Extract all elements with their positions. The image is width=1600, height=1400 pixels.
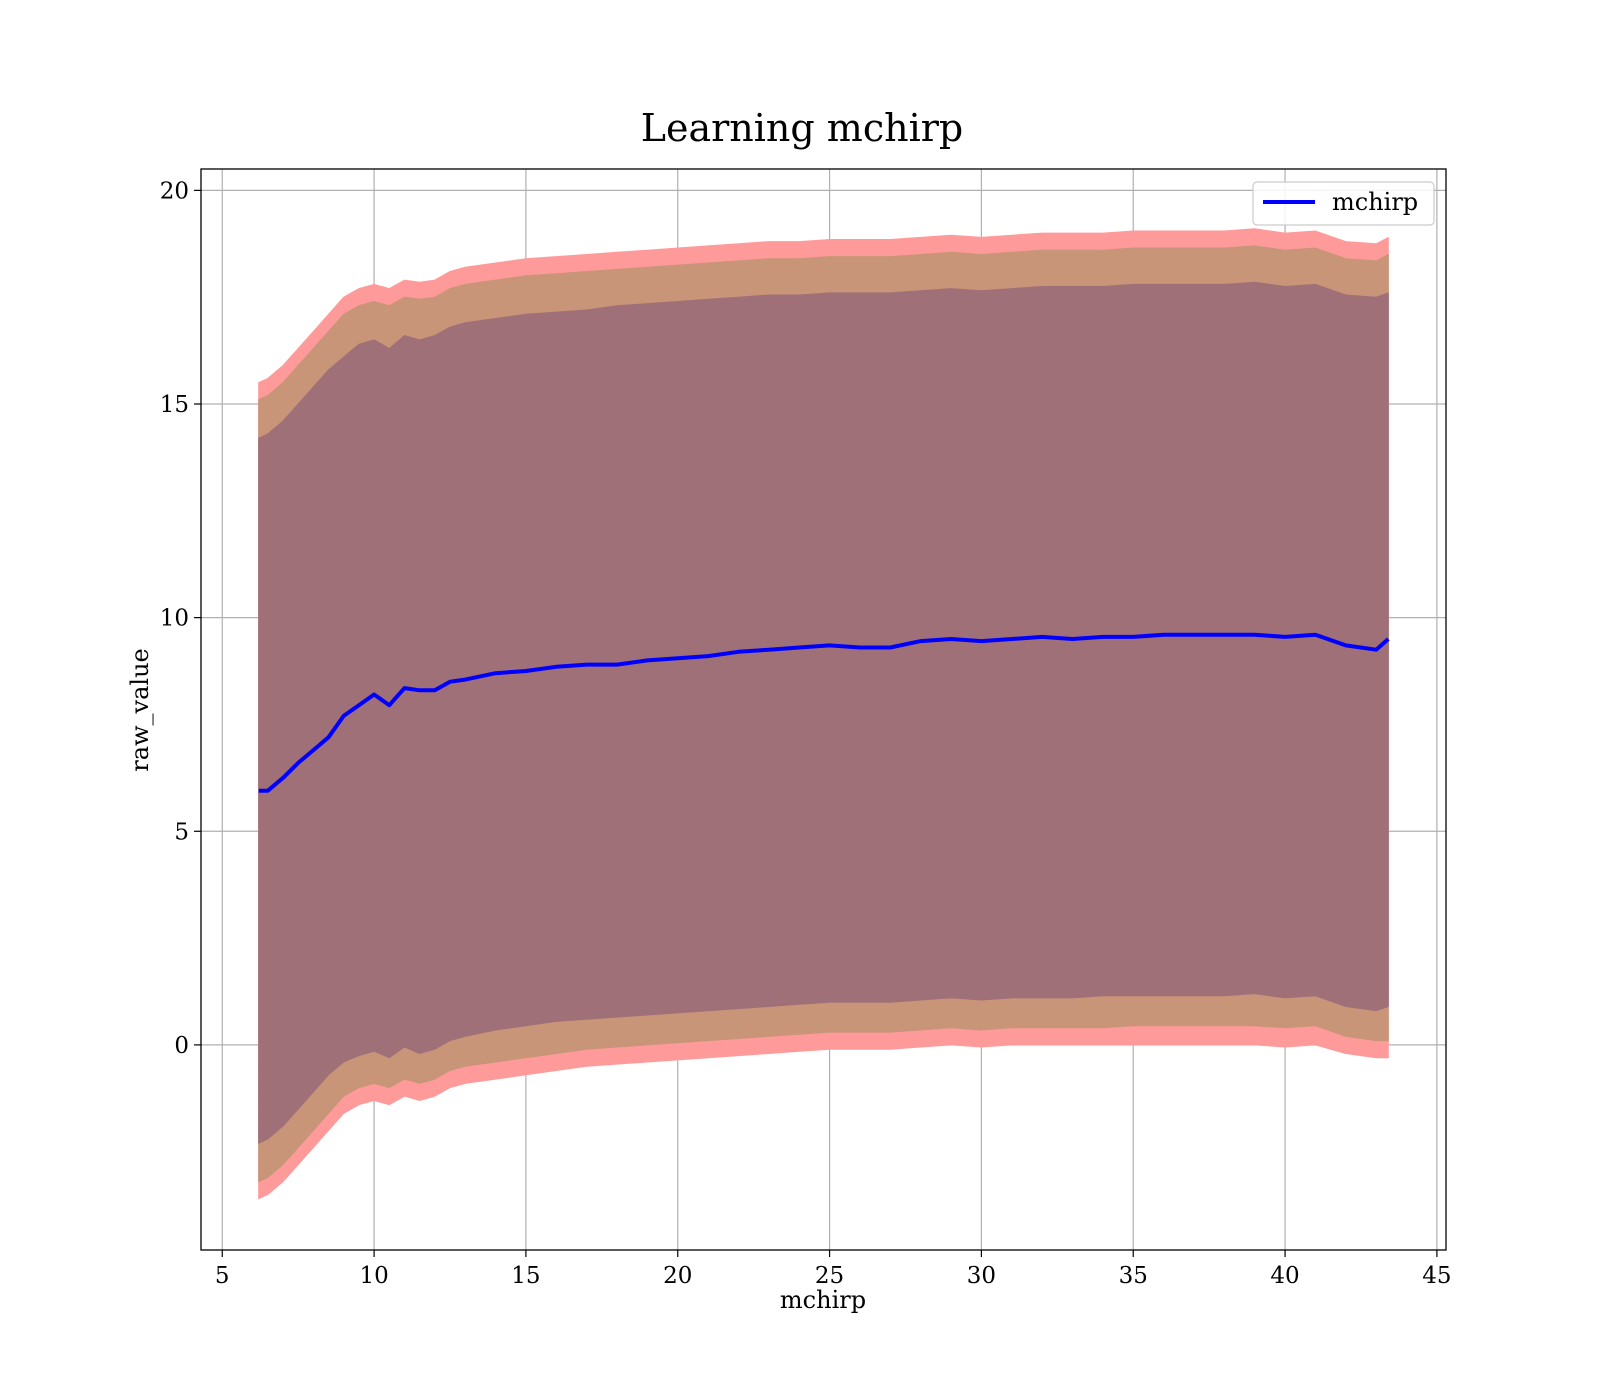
plot-area: 5 10 15 20 25 30 35 40 45 0 5 10 15 20 (160, 168, 1452, 1289)
legend: mchirp (1252, 181, 1435, 226)
bands (258, 228, 1389, 1200)
band-inner (258, 281, 1389, 1144)
y-tick-label: 5 (174, 819, 189, 845)
x-tick-label: 15 (511, 1263, 540, 1289)
x-tick-label: 45 (1422, 1263, 1451, 1289)
chart-title: Learning mchirp (641, 106, 963, 150)
series-line-mchirp (258, 632, 1390, 793)
ticks: 5 10 15 20 25 30 35 40 45 0 5 10 15 20 (160, 178, 1452, 1289)
x-tick-label: 35 (1119, 1263, 1148, 1289)
y-tick-label: 10 (160, 606, 189, 632)
y-tick-label: 20 (160, 178, 189, 204)
y-tick-label: 0 (174, 1033, 189, 1059)
x-tick-label: 10 (359, 1263, 388, 1289)
series-lines (258, 632, 1390, 793)
x-tick-label: 20 (663, 1263, 692, 1289)
legend-entry-mchirp: mchirp (1332, 188, 1418, 216)
x-tick-label: 30 (967, 1263, 996, 1289)
x-tick-label: 25 (815, 1263, 844, 1289)
y-axis-label: raw_value (126, 648, 154, 772)
x-tick-label: 5 (215, 1263, 230, 1289)
plot-frame (200, 168, 1447, 1251)
y-tick-label: 15 (160, 392, 189, 418)
x-axis-label: mchirp (780, 1286, 866, 1314)
legend-box (1252, 181, 1435, 226)
x-tick-label: 40 (1270, 1263, 1299, 1289)
